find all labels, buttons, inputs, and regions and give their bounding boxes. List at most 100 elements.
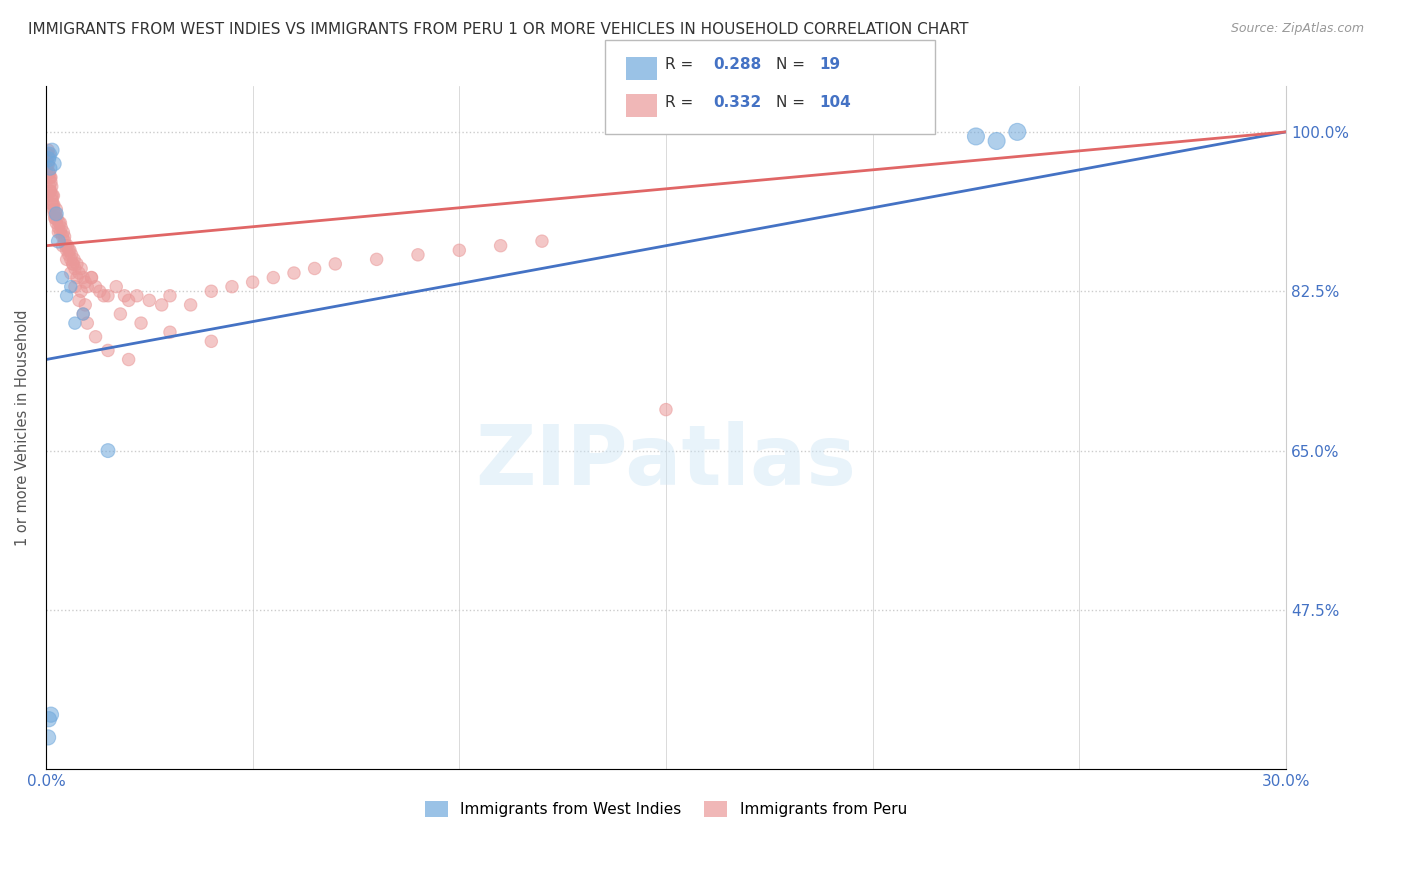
Point	[53, 234, 76, 248]
Point	[159, 289, 181, 303]
Point	[39, 170, 62, 185]
Point	[48, 234, 70, 248]
Point	[59, 279, 82, 293]
Text: ZIPatlas: ZIPatlas	[475, 422, 856, 502]
Point	[67, 266, 90, 280]
Point	[655, 402, 678, 417]
Point	[45, 207, 67, 221]
Point	[39, 184, 62, 198]
Point	[80, 270, 103, 285]
Point	[449, 244, 471, 258]
Point	[125, 289, 148, 303]
Point	[41, 143, 63, 157]
Point	[1007, 125, 1029, 139]
Point	[84, 330, 107, 344]
Point	[48, 225, 70, 239]
Point	[38, 147, 60, 161]
Text: IMMIGRANTS FROM WEST INDIES VS IMMIGRANTS FROM PERU 1 OR MORE VEHICLES IN HOUSEH: IMMIGRANTS FROM WEST INDIES VS IMMIGRANT…	[28, 22, 969, 37]
Point	[80, 270, 103, 285]
Point	[66, 270, 89, 285]
Point	[304, 261, 326, 276]
Point	[58, 244, 80, 258]
Point	[37, 157, 59, 171]
Point	[117, 352, 139, 367]
Point	[221, 279, 243, 293]
Point	[72, 270, 94, 285]
Point	[159, 325, 181, 339]
Text: R =: R =	[665, 57, 699, 72]
Point	[63, 279, 86, 293]
Point	[39, 161, 62, 176]
Point	[37, 143, 59, 157]
Point	[37, 157, 59, 171]
Point	[66, 257, 89, 271]
Point	[49, 216, 72, 230]
Point	[37, 147, 59, 161]
Point	[97, 289, 120, 303]
Point	[76, 279, 98, 293]
Point	[41, 193, 63, 207]
Point	[70, 285, 93, 299]
Point	[37, 731, 59, 745]
Point	[84, 279, 107, 293]
Point	[63, 252, 86, 267]
Point	[38, 166, 60, 180]
Point	[48, 216, 70, 230]
Point	[59, 244, 82, 258]
Text: 0.332: 0.332	[713, 95, 761, 110]
Point	[41, 179, 63, 194]
Point	[45, 207, 67, 221]
Point	[38, 147, 60, 161]
Point	[51, 220, 73, 235]
Point	[110, 307, 132, 321]
Point	[60, 248, 83, 262]
Point	[97, 343, 120, 358]
Y-axis label: 1 or more Vehicles in Household: 1 or more Vehicles in Household	[15, 310, 30, 546]
Point	[42, 198, 65, 212]
Point	[45, 202, 67, 217]
Point	[42, 188, 65, 202]
Text: 19: 19	[820, 57, 841, 72]
Text: R =: R =	[665, 95, 699, 110]
Point	[46, 211, 69, 226]
Point	[52, 225, 75, 239]
Point	[150, 298, 173, 312]
Point	[41, 188, 63, 202]
Point	[51, 270, 73, 285]
Point	[262, 270, 284, 285]
Point	[38, 712, 60, 726]
Point	[406, 248, 429, 262]
Point	[44, 211, 66, 226]
Point	[39, 707, 62, 722]
Point	[38, 166, 60, 180]
Text: 0.288: 0.288	[713, 57, 761, 72]
Point	[117, 293, 139, 308]
Point	[59, 266, 82, 280]
Point	[72, 307, 94, 321]
Point	[45, 216, 67, 230]
Text: Source: ZipAtlas.com: Source: ZipAtlas.com	[1230, 22, 1364, 36]
Point	[51, 229, 73, 244]
Legend: Immigrants from West Indies, Immigrants from Peru: Immigrants from West Indies, Immigrants …	[419, 795, 912, 823]
Point	[53, 229, 76, 244]
Point	[986, 134, 1008, 148]
Point	[75, 298, 97, 312]
Point	[62, 257, 84, 271]
Point	[200, 334, 222, 349]
Point	[35, 161, 58, 176]
Point	[55, 244, 77, 258]
Point	[44, 207, 66, 221]
Point	[283, 266, 305, 280]
Point	[89, 285, 111, 299]
Point	[44, 211, 66, 226]
Point	[63, 261, 86, 276]
Point	[67, 293, 90, 308]
Point	[37, 152, 59, 166]
Point	[55, 289, 77, 303]
Point	[41, 198, 63, 212]
Point	[105, 279, 128, 293]
Point	[38, 179, 60, 194]
Point	[93, 289, 115, 303]
Point	[55, 238, 77, 252]
Point	[489, 238, 512, 252]
